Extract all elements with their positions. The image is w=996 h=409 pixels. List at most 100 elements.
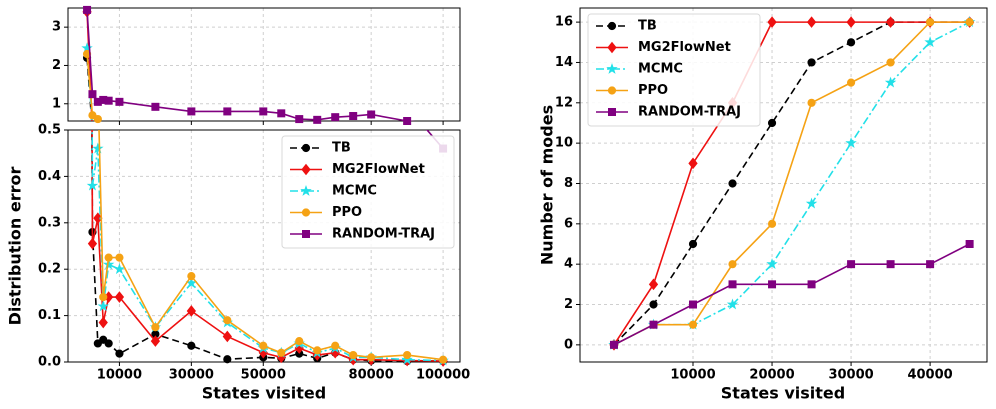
marker [846,78,856,87]
marker [223,107,232,116]
marker [349,112,358,121]
marker [150,335,161,347]
marker [87,237,98,250]
legend-marker [607,86,617,95]
series-line [86,48,93,121]
marker [403,117,412,125]
marker [807,98,816,107]
marker [688,239,698,249]
marker [331,341,340,350]
x-tick-label: 10000 [97,368,142,383]
legend-label: MG2FlowNet [332,162,425,177]
marker [884,76,897,88]
marker [807,58,816,67]
marker [187,272,196,281]
series-line [86,57,93,121]
marker [847,260,856,269]
plot-frame [579,7,988,363]
x-axis-label: States visited [202,384,326,403]
marker [805,197,818,209]
x-axis-label: States visited [721,384,845,403]
legend-marker [300,184,312,196]
marker [768,280,777,289]
marker [93,114,102,124]
y-tick-label: 0.5 [38,123,61,138]
legend-marker [301,163,311,176]
legend-marker [606,62,618,74]
marker [151,323,160,332]
marker [187,107,196,116]
legend-label: PPO [638,83,668,98]
marker [609,340,618,349]
marker [97,300,109,312]
marker [885,16,896,28]
legend-marker [608,108,616,116]
y-tick-label: 2 [564,297,573,312]
marker [806,16,817,28]
marker [924,36,936,48]
marker [886,58,895,67]
series-line [613,243,970,346]
x-tick-label: 50000 [241,368,286,383]
legend-box [587,13,761,127]
marker [186,305,196,317]
y-tick-label: 6 [564,216,573,231]
marker [688,157,698,170]
legend-label: RANDOM-TRAJ [332,227,435,242]
marker [113,263,126,275]
y-tick-label: 4 [564,257,573,272]
y-tick-label: 0 [564,337,573,352]
marker [277,348,286,357]
marker [313,115,322,124]
x-tick-label: 20000 [749,368,794,383]
marker [223,316,232,325]
legend-label: TB [638,19,657,34]
x-tick-label: 100000 [416,368,470,383]
marker [98,316,108,329]
y-tick-label: 3 [52,20,61,35]
marker [767,16,777,28]
marker [313,346,322,355]
marker [102,258,115,270]
marker [965,18,974,27]
legend-label: PPO [332,205,362,220]
legend-label: RANDOM-TRAJ [638,105,741,120]
series-line [86,53,100,121]
legend-marker [607,41,617,54]
marker [845,137,857,149]
marker [222,330,232,343]
marker [349,350,358,360]
marker [88,111,97,120]
marker [86,179,99,191]
y-tick-label: 8 [564,176,573,191]
marker [259,107,268,116]
legend-label: TB [332,141,351,156]
marker [115,349,124,358]
legend-label: MCMC [332,184,377,199]
legend-marker [607,21,617,31]
marker [367,353,376,362]
marker [295,115,304,124]
marker [151,102,160,111]
y-tick-label: 0.3 [38,215,61,230]
legend-marker [301,208,311,217]
y-tick-label: 12 [555,95,573,110]
marker [99,292,108,302]
marker [726,298,739,310]
marker [115,253,124,262]
marker [367,110,376,119]
marker [104,339,113,348]
x-tick-label: 30000 [828,368,873,383]
series-line [426,130,444,150]
marker [807,280,816,289]
marker [926,260,935,269]
legend-label: MCMC [638,62,683,77]
plot-frame [67,129,461,363]
y-tick-label: 0.1 [38,308,61,323]
marker [846,16,856,28]
marker [689,300,698,309]
y-tick-label: 10 [555,136,573,151]
plot-frame [67,7,461,122]
series-line [613,21,970,346]
y-tick-label: 2 [52,58,61,73]
